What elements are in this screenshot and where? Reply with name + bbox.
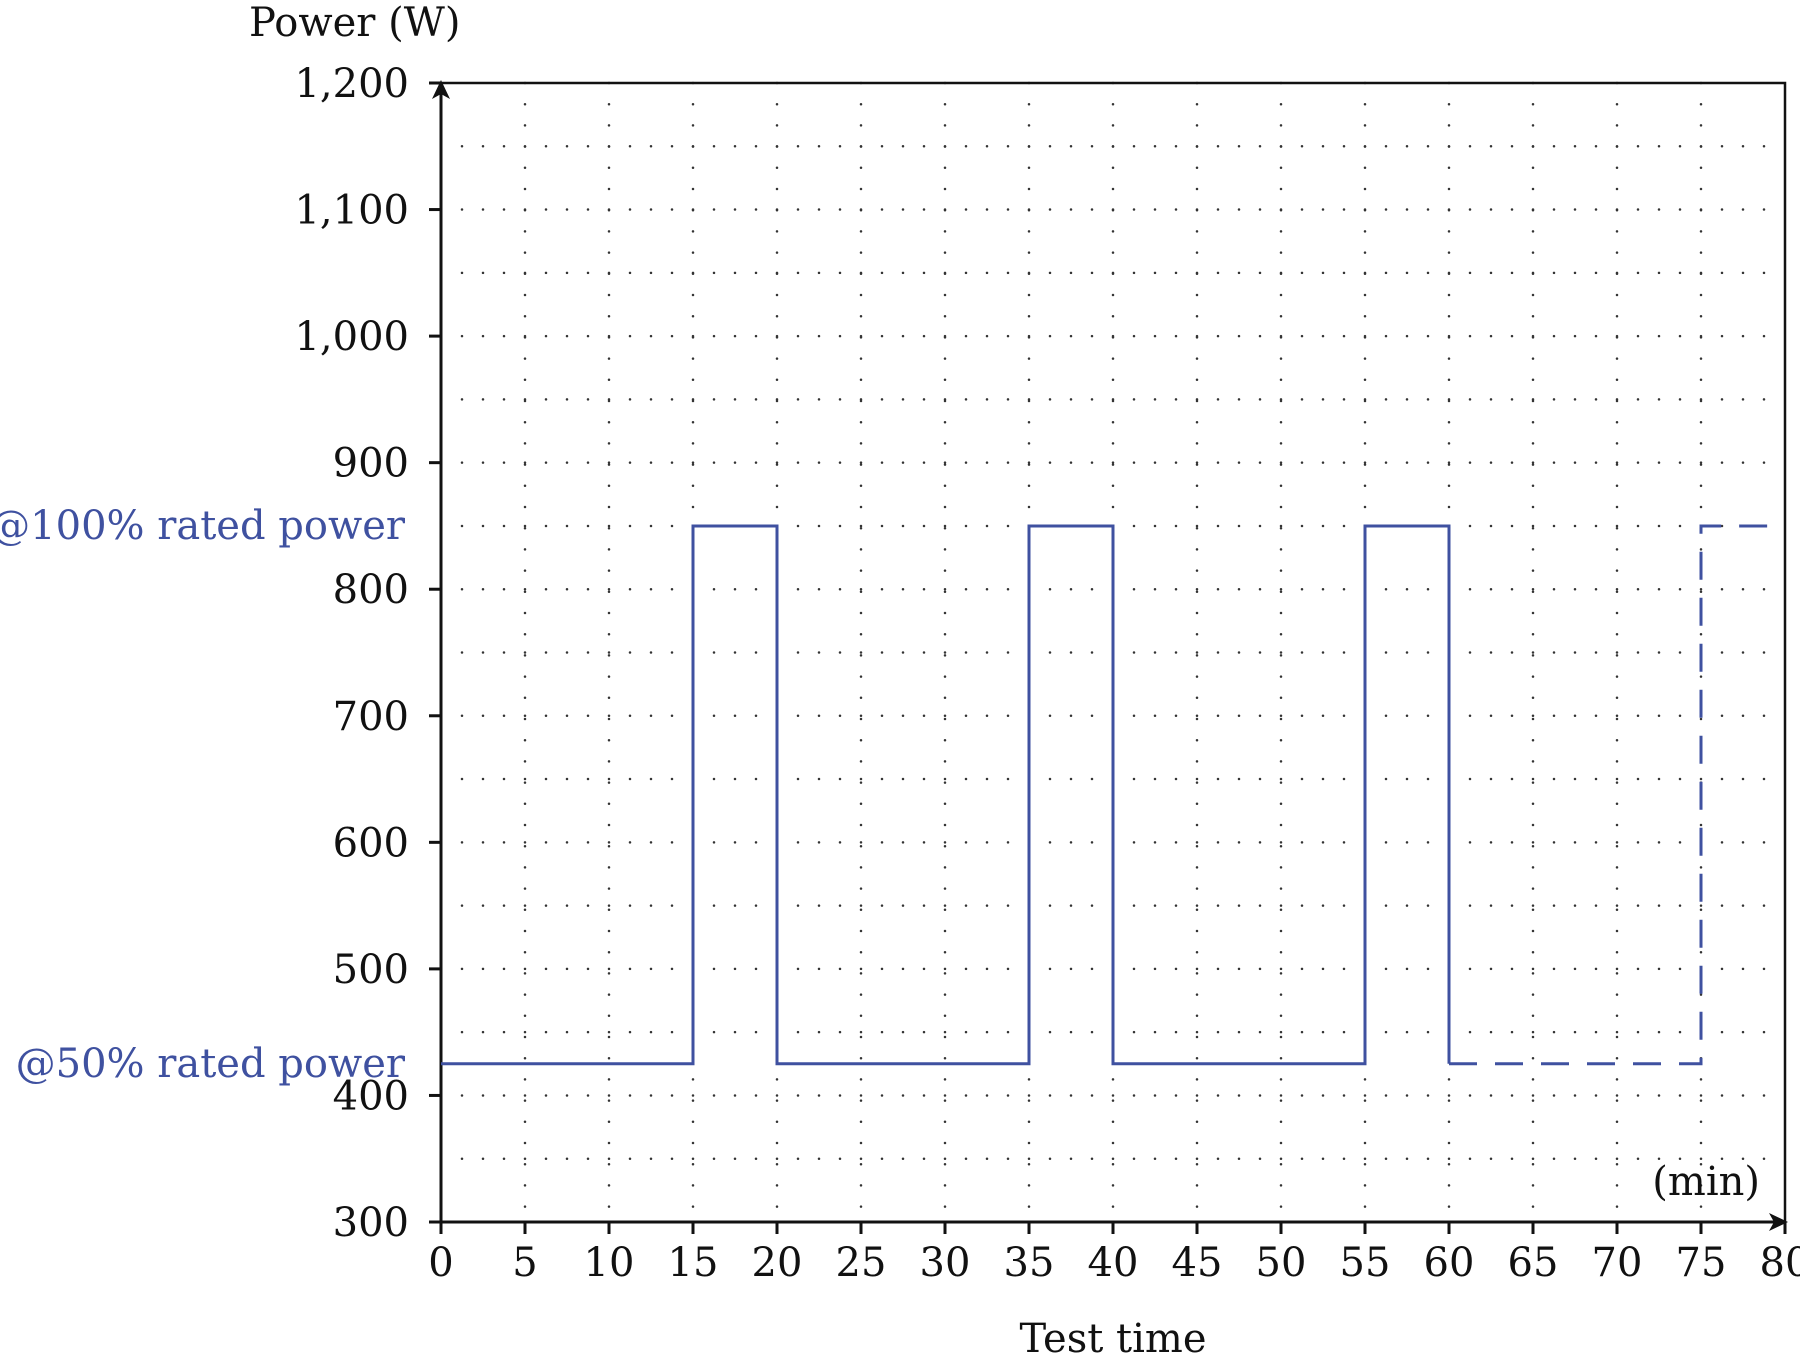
x-tick-label: 65 — [1508, 1240, 1559, 1286]
x-tick-label: 25 — [836, 1240, 887, 1286]
y-tick-label: 900 — [333, 441, 409, 487]
series-group — [441, 524, 1785, 1066]
y-tick-label: 700 — [333, 694, 409, 740]
x-tick-label: 30 — [920, 1240, 971, 1286]
x-tick-label: 50 — [1256, 1240, 1307, 1286]
y-tick-label: 1,200 — [294, 61, 409, 107]
x-tick-label: 0 — [428, 1240, 453, 1286]
reference-label-50-percent: @50% rated power — [16, 1041, 406, 1087]
x-tick-label: 40 — [1088, 1240, 1139, 1286]
x-tick-label: 10 — [584, 1240, 635, 1286]
axes — [432, 80, 1788, 1231]
y-tick-label: 300 — [333, 1200, 409, 1246]
y-tick-label: 800 — [333, 567, 409, 613]
y-axis-arrow-icon — [432, 80, 450, 99]
y-tick-label: 1,100 — [294, 188, 409, 234]
ticks: 0 5 10 15 20 25 30 35 40 45 50 55 60 65 70 75 80 300 400 50… — [294, 61, 1800, 1286]
reference-label-100-percent: @100% rated power — [0, 503, 406, 549]
y-tick-label: 500 — [333, 947, 409, 993]
x-tick-label: 55 — [1340, 1240, 1391, 1286]
x-axis-title: Test time — [1019, 1316, 1206, 1358]
y-tick-label: 1,000 — [294, 314, 409, 360]
series-line-dashed — [1449, 524, 1785, 1066]
x-tick-label: 15 — [668, 1240, 719, 1286]
x-tick-label: 70 — [1592, 1240, 1643, 1286]
x-tick-label: 20 — [752, 1240, 803, 1286]
x-tick-label: 35 — [1004, 1240, 1055, 1286]
x-tick-label: 80 — [1760, 1240, 1800, 1286]
x-axis-unit-label: (min) — [1652, 1159, 1760, 1205]
x-tick-label: 45 — [1172, 1240, 1223, 1286]
y-tick-label: 400 — [333, 1073, 409, 1119]
y-tick-label: 600 — [333, 820, 409, 866]
x-axis-arrow-icon — [1769, 1213, 1788, 1231]
x-tick-label: 60 — [1424, 1240, 1475, 1286]
y-axis-title: Power (W) — [249, 0, 460, 46]
x-tick-label: 5 — [512, 1240, 537, 1286]
x-tick-label: 75 — [1676, 1240, 1727, 1286]
series-line-solid — [441, 524, 1451, 1066]
